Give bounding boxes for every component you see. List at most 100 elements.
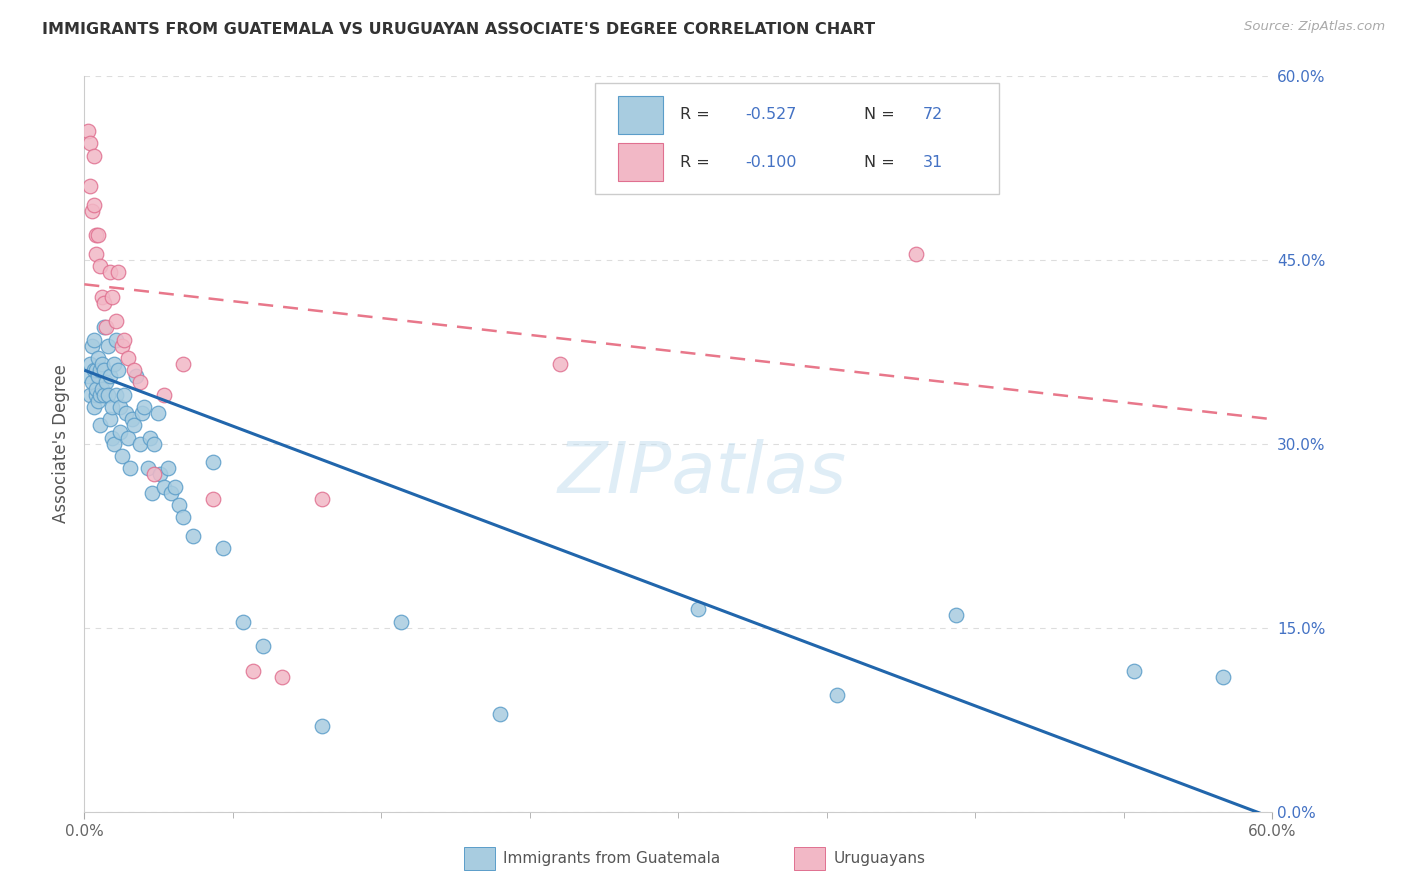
Point: [111, 449, 134, 463]
Text: Immigrants from Guatemala: Immigrants from Guatemala: [503, 851, 721, 865]
Point: [98, 369, 121, 384]
Text: Uruguayans: Uruguayans: [834, 851, 925, 865]
Point: [181, 529, 204, 543]
Point: [84, 228, 107, 243]
Point: [112, 387, 135, 401]
Point: [87, 393, 110, 408]
Text: Source: ZipAtlas.com: Source: ZipAtlas.com: [1244, 20, 1385, 33]
Point: [93, 363, 115, 377]
Point: [83, 400, 105, 414]
Point: [101, 400, 124, 414]
Point: [94, 320, 117, 334]
Point: [79, 136, 101, 151]
Point: [97, 338, 120, 352]
Text: N =: N =: [863, 154, 900, 169]
Point: [311, 491, 333, 506]
Point: [91, 289, 114, 303]
Point: [172, 510, 194, 524]
Point: [242, 664, 264, 678]
Point: [89, 259, 111, 273]
Point: [232, 615, 254, 629]
Point: [132, 400, 155, 414]
Point: [146, 406, 169, 420]
Point: [152, 387, 174, 401]
Point: [101, 289, 124, 303]
Point: [93, 295, 115, 310]
Point: [98, 412, 121, 426]
Text: 31: 31: [924, 154, 943, 169]
Point: [117, 351, 139, 365]
Point: [98, 265, 121, 279]
Point: [83, 197, 105, 211]
Point: [271, 670, 294, 684]
Point: [489, 706, 512, 721]
Point: [91, 357, 114, 371]
Point: [107, 265, 129, 279]
Point: [107, 363, 129, 377]
Text: IMMIGRANTS FROM GUATEMALA VS URUGUAYAN ASSOCIATE'S DEGREE CORRELATION CHART: IMMIGRANTS FROM GUATEMALA VS URUGUAYAN A…: [42, 22, 876, 37]
Point: [82, 203, 104, 218]
Point: [138, 431, 160, 445]
Point: [156, 461, 179, 475]
Point: [84, 363, 107, 377]
Text: -0.527: -0.527: [745, 107, 796, 122]
Text: ZIPatlas: ZIPatlas: [558, 439, 846, 508]
Point: [89, 387, 111, 401]
Point: [89, 363, 111, 377]
Point: [1122, 664, 1144, 678]
Point: [152, 480, 174, 494]
Point: [825, 688, 848, 702]
Point: [142, 436, 165, 450]
FancyBboxPatch shape: [595, 83, 1000, 194]
Point: [79, 357, 101, 371]
Point: [202, 491, 225, 506]
Point: [83, 333, 105, 347]
Point: [112, 333, 135, 347]
Point: [77, 124, 100, 138]
Point: [105, 333, 128, 347]
Point: [79, 387, 101, 401]
Point: [87, 351, 110, 365]
Point: [93, 387, 115, 401]
Point: [118, 461, 141, 475]
Point: [688, 602, 710, 616]
Point: [165, 480, 187, 494]
Point: [389, 615, 412, 629]
Text: 72: 72: [924, 107, 943, 122]
Point: [141, 485, 163, 500]
Point: [93, 320, 115, 334]
Bar: [617, 143, 664, 181]
Point: [125, 369, 148, 384]
Point: [103, 357, 125, 371]
Point: [117, 431, 139, 445]
Bar: [617, 95, 664, 134]
Point: [87, 369, 110, 384]
Point: [97, 387, 120, 401]
Point: [105, 387, 128, 401]
Text: R =: R =: [679, 154, 714, 169]
Point: [122, 363, 145, 377]
Point: [945, 608, 967, 623]
Point: [122, 418, 145, 433]
Point: [128, 376, 150, 390]
Point: [82, 376, 104, 390]
Point: [84, 387, 107, 401]
Point: [1212, 670, 1234, 684]
Point: [142, 467, 165, 482]
Point: [87, 228, 110, 243]
Point: [89, 418, 111, 433]
Point: [172, 357, 194, 371]
Text: N =: N =: [863, 107, 900, 122]
Point: [82, 338, 104, 352]
Point: [77, 369, 100, 384]
Point: [94, 376, 117, 390]
Text: -0.100: -0.100: [745, 154, 796, 169]
Point: [136, 461, 159, 475]
Point: [83, 363, 105, 377]
Point: [115, 406, 138, 420]
Point: [905, 246, 928, 260]
Point: [252, 639, 274, 653]
Point: [101, 431, 124, 445]
Point: [160, 485, 183, 500]
Point: [79, 179, 101, 194]
